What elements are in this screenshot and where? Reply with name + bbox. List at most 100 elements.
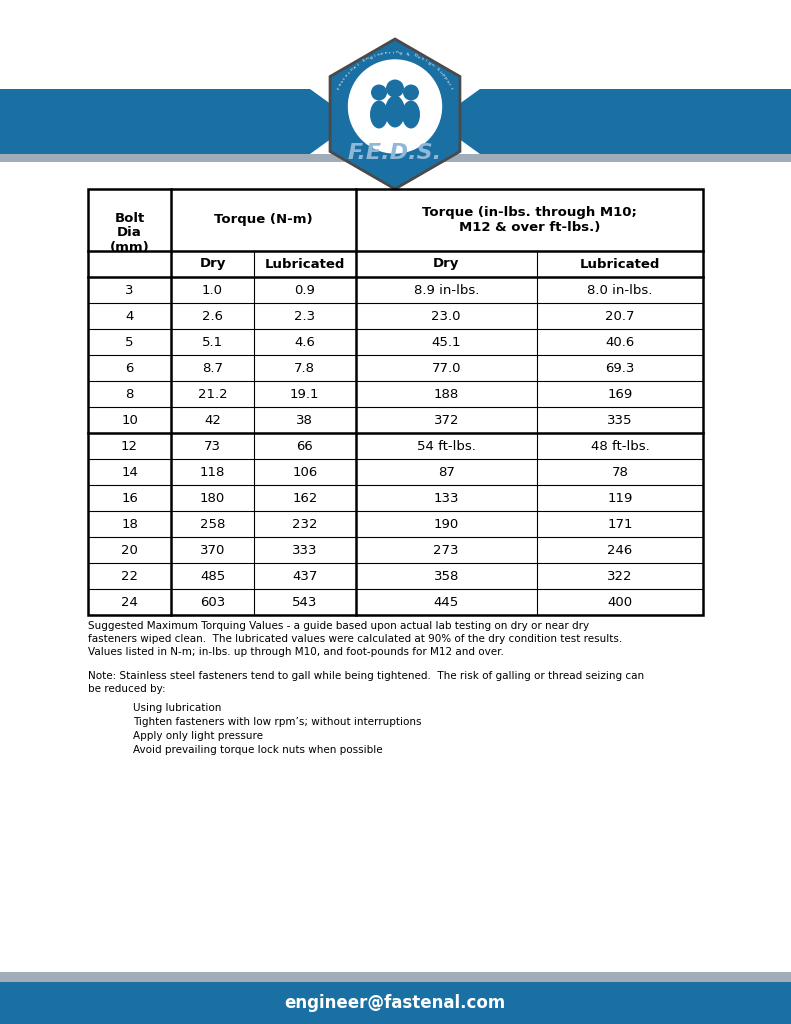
Text: &: & — [406, 51, 411, 56]
Text: s: s — [420, 56, 424, 61]
Text: g: g — [426, 60, 431, 66]
Text: 485: 485 — [200, 569, 225, 583]
Text: S: S — [435, 68, 440, 72]
Circle shape — [386, 80, 404, 97]
Text: 232: 232 — [292, 517, 317, 530]
Text: 603: 603 — [200, 596, 225, 608]
Text: Tighten fasteners with low rpm’s; without interruptions: Tighten fasteners with low rpm’s; withou… — [133, 717, 422, 727]
Text: 106: 106 — [292, 466, 317, 478]
Bar — [88, 189, 703, 615]
Text: 6: 6 — [125, 361, 134, 375]
Text: 38: 38 — [297, 414, 313, 427]
Text: 258: 258 — [200, 517, 225, 530]
Text: 162: 162 — [292, 492, 317, 505]
Text: 358: 358 — [433, 569, 459, 583]
Text: Bolt
Dia
(mm): Bolt Dia (mm) — [110, 212, 149, 255]
Text: 20.7: 20.7 — [605, 309, 634, 323]
Text: 246: 246 — [607, 544, 633, 556]
Text: e: e — [380, 51, 384, 56]
Polygon shape — [330, 39, 460, 189]
Text: 48 ft-lbs.: 48 ft-lbs. — [591, 439, 649, 453]
Text: Dry: Dry — [433, 257, 460, 270]
Text: 19.1: 19.1 — [290, 387, 320, 400]
Circle shape — [349, 60, 441, 153]
Ellipse shape — [370, 100, 388, 128]
Text: E: E — [362, 58, 366, 63]
Bar — [0, 154, 791, 162]
Ellipse shape — [402, 100, 420, 128]
Text: 87: 87 — [437, 466, 455, 478]
Text: r: r — [347, 71, 352, 75]
Ellipse shape — [385, 95, 405, 128]
Circle shape — [371, 85, 387, 100]
Text: 69.3: 69.3 — [605, 361, 634, 375]
Text: Using lubrication: Using lubrication — [133, 703, 221, 713]
Bar — [0, 24, 791, 162]
Text: F: F — [337, 86, 342, 90]
Text: 4.6: 4.6 — [294, 336, 316, 348]
Text: 180: 180 — [200, 492, 225, 505]
Text: n: n — [396, 50, 399, 54]
Text: e: e — [384, 51, 388, 55]
Text: Dry: Dry — [199, 257, 225, 270]
Text: p: p — [443, 76, 448, 81]
Text: 8.7: 8.7 — [202, 361, 223, 375]
Text: Note: Stainless steel fasteners tend to gall while being tightened.  The risk of: Note: Stainless steel fasteners tend to … — [88, 671, 644, 694]
Text: 322: 322 — [607, 569, 633, 583]
Text: 23.0: 23.0 — [431, 309, 461, 323]
Text: 190: 190 — [433, 517, 459, 530]
Text: 77.0: 77.0 — [431, 361, 461, 375]
Text: F.E.D.S.: F.E.D.S. — [348, 143, 442, 163]
Text: Lubricated: Lubricated — [265, 257, 345, 270]
Text: 118: 118 — [200, 466, 225, 478]
Polygon shape — [310, 89, 355, 154]
Text: n: n — [350, 68, 354, 72]
Text: n: n — [430, 62, 434, 68]
Text: 2.6: 2.6 — [202, 309, 223, 323]
Text: 400: 400 — [607, 596, 633, 608]
Text: 22: 22 — [121, 569, 138, 583]
Text: 18: 18 — [121, 517, 138, 530]
Text: Lubricated: Lubricated — [580, 257, 660, 270]
Text: 370: 370 — [200, 544, 225, 556]
Text: Torque (N-m): Torque (N-m) — [214, 213, 312, 226]
Bar — [480, 89, 791, 154]
Text: 42: 42 — [204, 414, 221, 427]
Text: 7.8: 7.8 — [294, 361, 316, 375]
Text: 8.9 in-lbs.: 8.9 in-lbs. — [414, 284, 479, 297]
Text: 24: 24 — [121, 596, 138, 608]
Text: u: u — [438, 70, 443, 75]
Text: 133: 133 — [433, 492, 459, 505]
Text: 40.6: 40.6 — [605, 336, 634, 348]
Text: e: e — [345, 73, 350, 78]
Text: a: a — [353, 65, 358, 70]
Text: Apply only light pressure: Apply only light pressure — [133, 731, 263, 741]
Text: 335: 335 — [607, 414, 633, 427]
Text: r: r — [447, 83, 451, 86]
Text: 2.3: 2.3 — [294, 309, 316, 323]
Text: 5: 5 — [125, 336, 134, 348]
Text: p: p — [441, 73, 445, 78]
Text: D: D — [413, 53, 418, 58]
Text: n: n — [365, 56, 370, 61]
Text: a: a — [339, 83, 343, 87]
Text: o: o — [445, 79, 449, 84]
Text: Torque (in-lbs. through M10;
M12 & over ft-lbs.): Torque (in-lbs. through M10; M12 & over … — [422, 206, 637, 234]
Text: 372: 372 — [433, 414, 459, 427]
Text: 119: 119 — [607, 492, 633, 505]
Text: 188: 188 — [433, 387, 459, 400]
Text: 54 ft-lbs.: 54 ft-lbs. — [417, 439, 475, 453]
Text: i: i — [424, 58, 427, 62]
Text: 1.0: 1.0 — [202, 284, 223, 297]
Text: i: i — [392, 50, 394, 54]
Polygon shape — [435, 89, 480, 154]
Bar — [0, 89, 310, 154]
Text: g: g — [399, 50, 403, 55]
Text: 8: 8 — [125, 387, 134, 400]
Text: 45.1: 45.1 — [431, 336, 461, 348]
Text: Suggested Maximum Torquing Values - a guide based upon actual lab testing on dry: Suggested Maximum Torquing Values - a gu… — [88, 621, 623, 657]
Text: 169: 169 — [607, 387, 633, 400]
Text: 273: 273 — [433, 544, 459, 556]
Text: 73: 73 — [204, 439, 221, 453]
Text: 543: 543 — [292, 596, 317, 608]
